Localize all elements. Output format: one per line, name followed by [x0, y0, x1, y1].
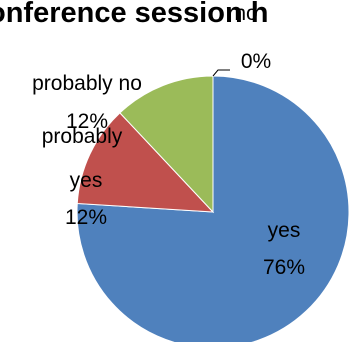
value-label-probably-yes: 12%: [65, 206, 107, 229]
category-label-probably-yes: probably: [42, 125, 123, 148]
slice-probably-no: [119, 75, 214, 214]
value-label-yes: 76%: [263, 256, 305, 279]
pie-slices: [76, 75, 349, 342]
value-label-no: 0%: [241, 50, 271, 73]
category-label-no: no: [234, 2, 257, 25]
value-label-probably-no: 12%: [66, 110, 108, 133]
leader-line-no: [212, 69, 230, 77]
category-label-probably-yes: yes: [70, 169, 103, 192]
slice-probably-yes: [76, 112, 215, 213]
category-label-yes: yes: [268, 219, 301, 242]
chart-title: onference session h: [0, 0, 268, 29]
category-label-probably-no: probably no: [32, 72, 142, 95]
